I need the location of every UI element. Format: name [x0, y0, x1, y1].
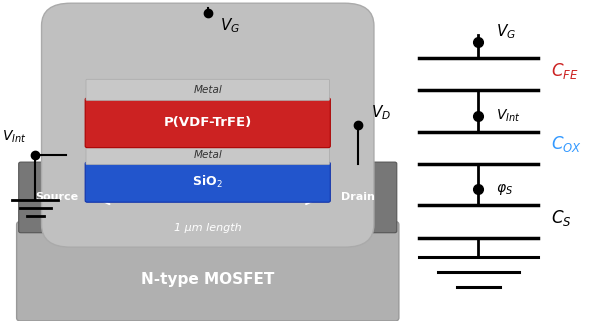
Text: $V_G$: $V_G$	[496, 22, 516, 41]
Text: $V_{Int}$: $V_{Int}$	[2, 129, 27, 145]
FancyBboxPatch shape	[320, 162, 397, 233]
Text: $C_S$: $C_S$	[551, 208, 572, 228]
FancyBboxPatch shape	[86, 145, 329, 165]
FancyBboxPatch shape	[42, 3, 374, 247]
Text: $V_D$: $V_D$	[371, 103, 391, 122]
Text: $V_G$: $V_G$	[220, 16, 240, 35]
Text: $C_{FE}$: $C_{FE}$	[551, 61, 579, 81]
Text: 1 μm length: 1 μm length	[174, 223, 241, 233]
FancyBboxPatch shape	[85, 98, 331, 148]
FancyBboxPatch shape	[86, 79, 329, 100]
Text: P(VDF-TrFE): P(VDF-TrFE)	[164, 116, 252, 129]
Text: N-type MOSFET: N-type MOSFET	[141, 272, 274, 287]
Text: Metal: Metal	[193, 150, 222, 160]
Text: $V_{Int}$: $V_{Int}$	[496, 107, 520, 124]
FancyBboxPatch shape	[16, 221, 399, 321]
Text: Drain: Drain	[342, 192, 375, 203]
Text: SiO$_2$: SiO$_2$	[192, 174, 223, 190]
Text: $\varphi_S$: $\varphi_S$	[496, 182, 513, 197]
Text: $C_{OX}$: $C_{OX}$	[551, 134, 582, 154]
FancyBboxPatch shape	[19, 162, 95, 233]
Text: Source: Source	[35, 192, 79, 203]
Text: Metal: Metal	[193, 85, 222, 95]
FancyBboxPatch shape	[85, 162, 331, 202]
